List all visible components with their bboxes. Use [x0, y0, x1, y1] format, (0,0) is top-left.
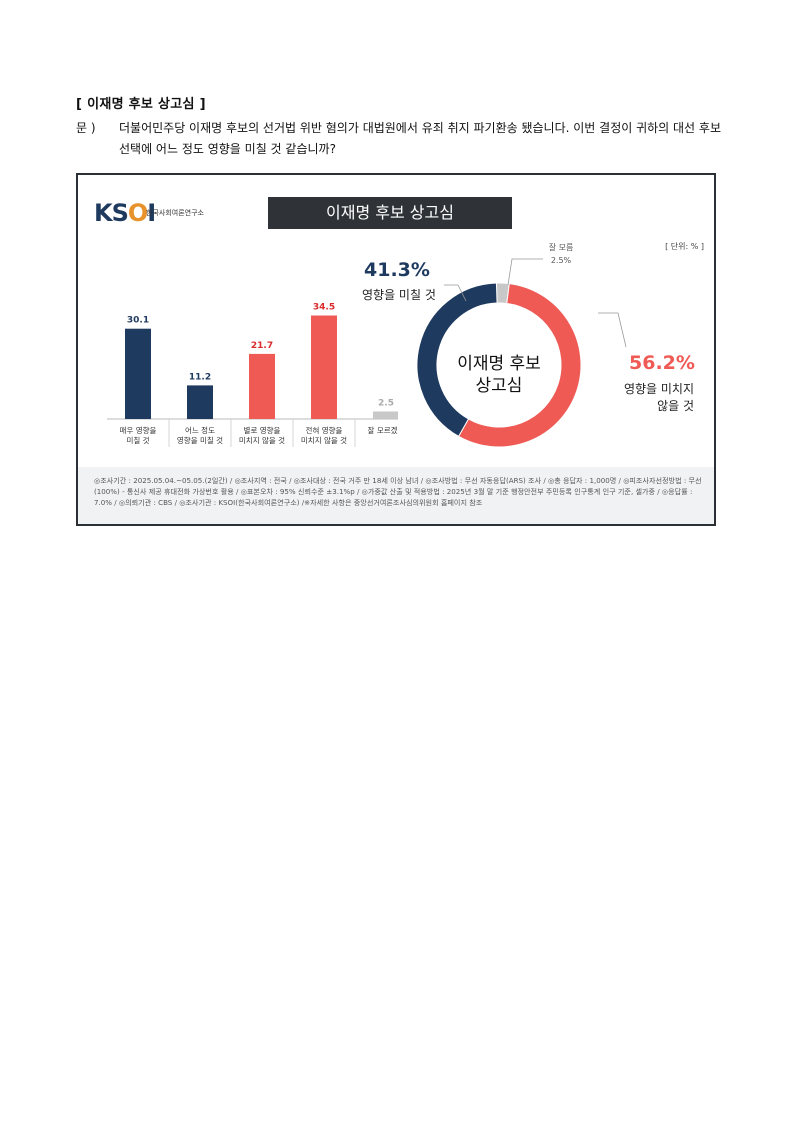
donut-pct-affect: 41.3% — [364, 259, 430, 281]
bar-category-1-1: 영향을 미칠 것 — [177, 435, 223, 445]
section-title: [ 이재명 후보 상고심 ] — [76, 97, 206, 112]
logo-subtitle: 한국사회여론연구소 — [146, 209, 204, 217]
unit-label: [ 단위: % ] — [665, 242, 704, 251]
donut-label-no-affect: 영향을 미치지 않을 것 — [598, 381, 694, 415]
bar-value-3: 34.5 — [313, 303, 335, 313]
bar-category-4-0: 잘 모르겠다 — [368, 425, 398, 435]
bar-category-2-0: 별로 영향을 — [244, 425, 281, 435]
logo-mark: KSOI — [94, 199, 156, 227]
donut-pct-dontknow: 2.5% — [550, 256, 572, 265]
donut-label-no-affect-text: 영향을 미치지 않을 것 — [623, 382, 694, 413]
ksoi-logo: KSOI 한국사회여론연구소 — [94, 199, 214, 227]
bar-category-0-1: 미칠 것 — [126, 435, 149, 445]
bar-category-1-0: 어느 정도 — [185, 425, 215, 435]
bar-3 — [311, 315, 337, 419]
leader-no-affect — [598, 312, 627, 348]
donut-pct-no-affect: 56.2% — [629, 352, 695, 374]
bar-category-3-0: 전혀 영향을 — [306, 425, 343, 435]
bar-0 — [125, 328, 151, 419]
bar-category-3-1: 미치지 않을 것 — [301, 435, 347, 445]
bar-category-2-1: 미치지 않을 것 — [239, 435, 285, 445]
leader-dontknow — [507, 258, 543, 286]
donut-center-label: 이재명 후보 상고심 — [457, 354, 541, 396]
donut-slice-2 — [495, 282, 510, 305]
bar-value-1: 11.2 — [189, 372, 211, 382]
bar-chart: 30.1 매우 영향을 미칠 것 11.2 어느 정도 영향을 미칠 것 21.7 별로 영향… — [78, 175, 398, 524]
bar-4 — [373, 411, 398, 419]
donut-label-dontknow: 잘 모름 2.5% — [546, 241, 576, 267]
survey-footer: ◎조사기간 : 2025.05.04.~05.05.(2일간) / ◎조사지역 … — [78, 467, 714, 524]
poll-result-image: KSOI 한국사회여론연구소 이재명 후보 상고심 [ 단위: % ] 30.1… — [76, 173, 716, 526]
bar-value-0: 30.1 — [127, 316, 149, 326]
survey-footer-text: ◎조사기간 : 2025.05.04.~05.05.(2일간) / ◎조사지역 … — [94, 476, 702, 507]
bar-value-2: 21.7 — [251, 341, 273, 351]
question-text: 더불어민주당 이재명 후보의 선거법 위반 혐의가 대법원에서 유죄 취지 파기… — [119, 121, 721, 156]
donut-label-affect: 영향을 미칠 것 — [362, 288, 436, 302]
leader-affect — [444, 284, 467, 302]
bar-value-4: 2.5 — [378, 399, 394, 409]
donut-label-dontknow-text: 잘 모름 — [548, 243, 574, 252]
question-label: 문 ) — [76, 121, 96, 135]
bar-2 — [249, 353, 275, 419]
bar-1 — [187, 385, 213, 419]
bar-category-0-0: 매우 영향을 — [120, 425, 157, 435]
chart-title: 이재명 후보 상고심 — [268, 197, 512, 229]
